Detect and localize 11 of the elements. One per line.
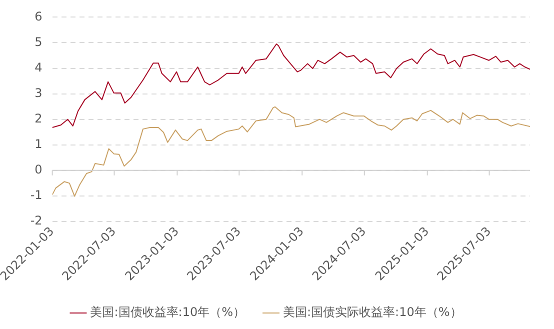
y-tick-label: 0 (34, 162, 42, 177)
y-tick-label: 2 (34, 111, 42, 126)
y-tick-label: -1 (30, 188, 42, 202)
y-tick-label: 4 (34, 60, 42, 74)
y-tick-label: 5 (34, 34, 42, 49)
legend-label: 美国:国债实际收益率:10年（%） (283, 305, 462, 320)
y-tick-label: -2 (30, 214, 42, 228)
y-tick-label: 1 (34, 137, 42, 152)
y-tick-label: 6 (34, 9, 42, 24)
legend-label: 美国:国债收益率:10年（%） (90, 305, 246, 320)
y-tick-label: 3 (34, 86, 42, 100)
